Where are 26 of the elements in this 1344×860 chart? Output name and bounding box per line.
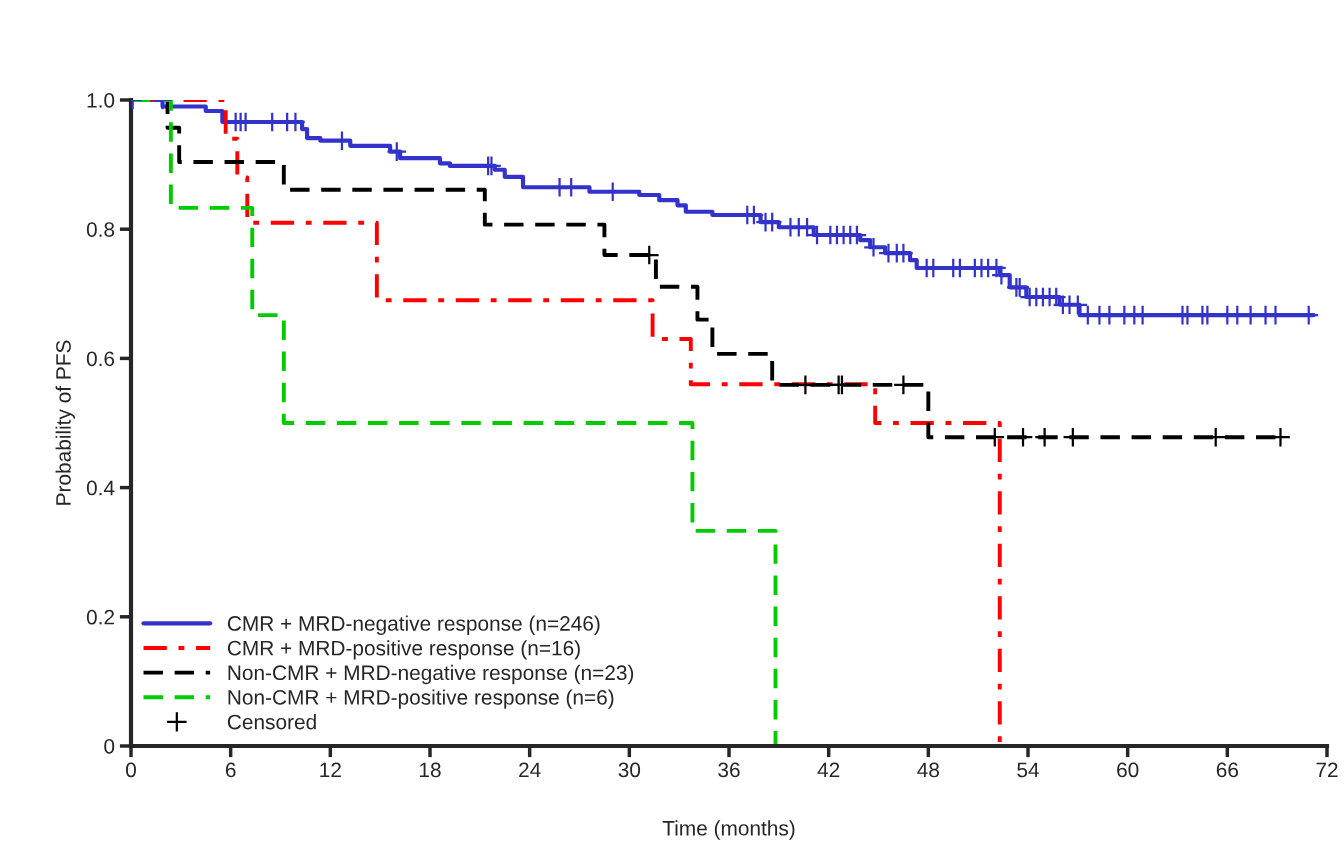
legend-label: CMR + MRD-negative response (n=246) [227,615,600,635]
y-tick-label: 0.2 [86,609,114,625]
x-tick-label: 18 [420,762,441,778]
y-tick-label: 0.6 [86,351,115,367]
x-tick-label: 66 [1216,762,1239,778]
x-tick-label: 24 [519,762,541,778]
x-tick-label: 36 [718,762,740,778]
x-tick-label: 60 [1117,762,1139,778]
x-tick-label: 42 [817,762,840,778]
y-tick-label: 0 [104,739,115,754]
x-tick-label: 12 [320,762,341,778]
legend-label: Censored [227,714,316,730]
legend-label: Non-CMR + MRD-negative response (n=23) [228,664,634,685]
x-tick-label: 54 [1017,762,1039,778]
legend-label: CMR + MRD-positive response (n=16) [227,640,580,660]
y-axis-title: Probability of PFS [55,340,75,505]
x-tick-label: 6 [225,762,236,778]
x-tick-label: 72 [1316,762,1338,778]
x-tick-label: 48 [917,762,940,778]
x-axis-title: Time (months) [662,820,795,840]
x-tick-label: 30 [618,762,641,778]
legend-label: Non-CMR + MRD-positive response (n=6) [228,689,614,709]
y-tick-label: 0.8 [86,222,115,237]
y-tick-label: 1.0 [87,93,115,108]
y-tick-label: 0.4 [86,480,115,496]
x-tick-label: 0 [126,762,136,778]
